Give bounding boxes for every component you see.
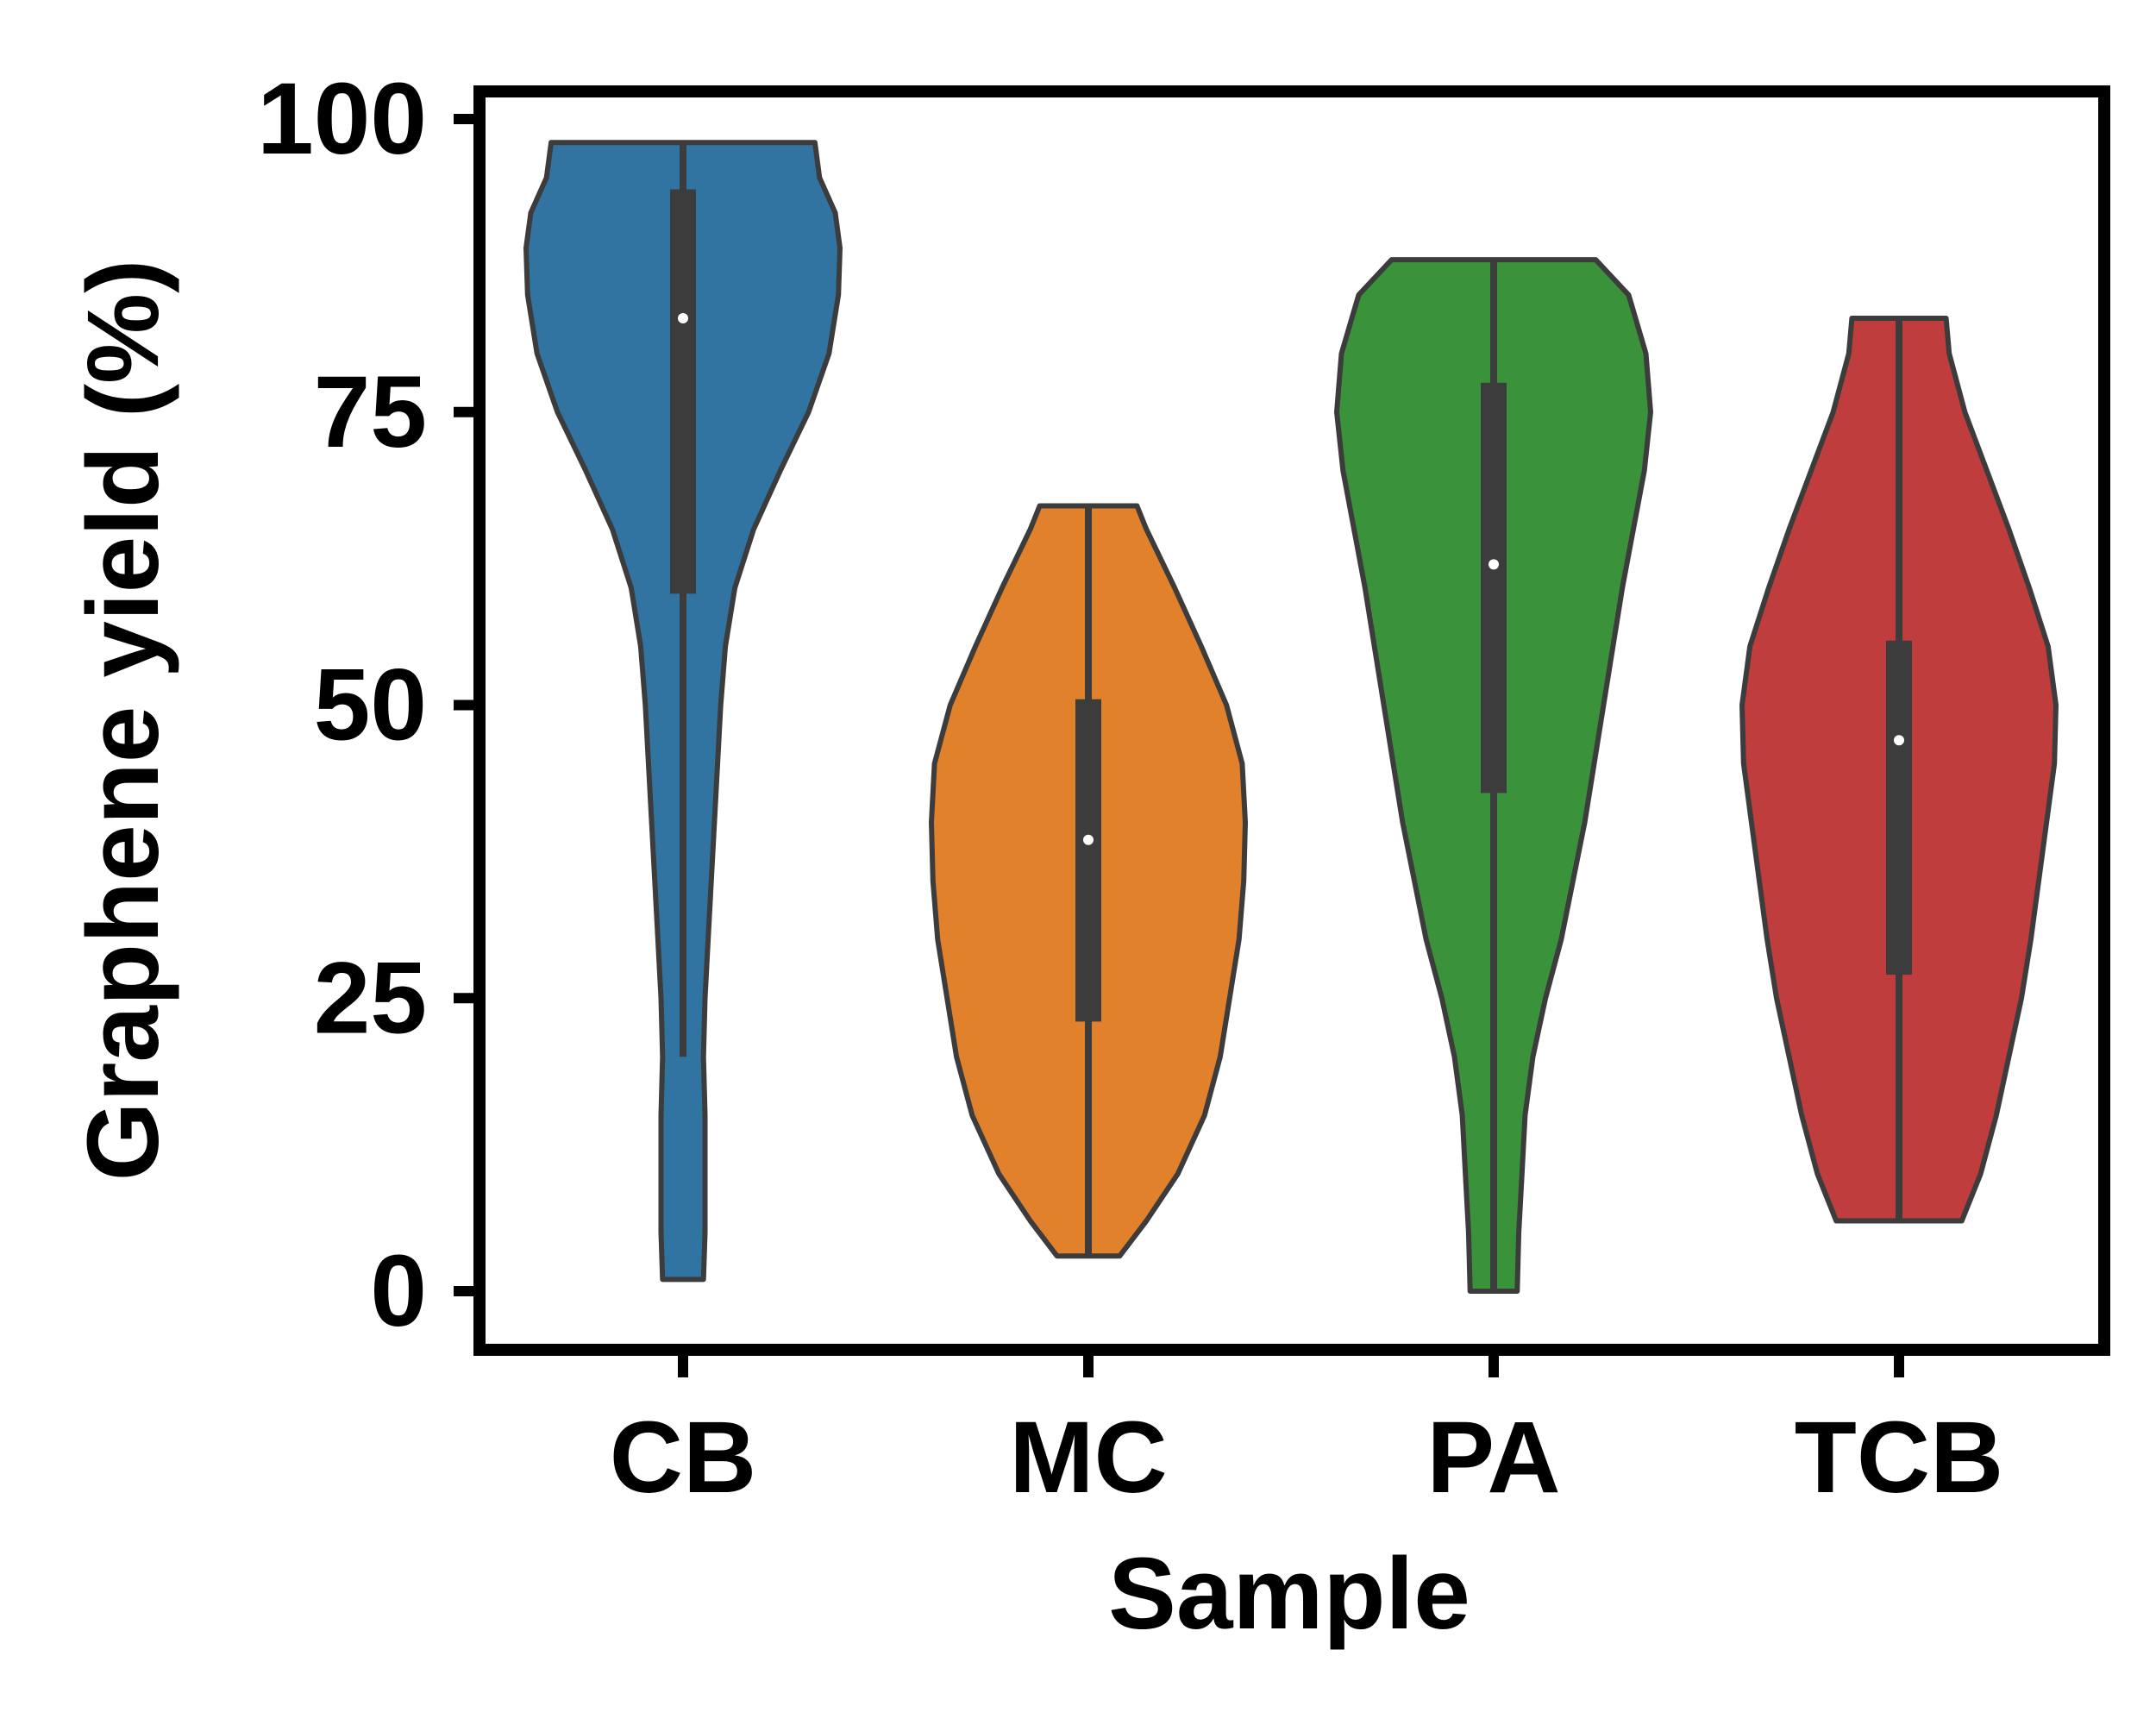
x-tick-label: CB <box>610 1401 756 1515</box>
median-point-tcb <box>1894 735 1904 746</box>
violins-layer <box>523 140 2059 1294</box>
x-axis: CB MC PA TCB <box>610 1350 2003 1515</box>
x-tick-label: PA <box>1426 1401 1560 1515</box>
median-point-pa <box>1489 559 1499 570</box>
plot-frame <box>473 85 2110 1356</box>
iqr-box-tcb <box>1886 640 1912 975</box>
y-tick-label: 0 <box>370 1234 427 1348</box>
y-axis-title: Graphene yield (%) <box>66 260 180 1182</box>
x-axis-title: Sample <box>1108 1537 1470 1651</box>
y-tick-label: 25 <box>314 941 427 1055</box>
y-tick-label: 50 <box>314 649 427 762</box>
y-tick-label: 100 <box>257 62 427 176</box>
x-tick-label: MC <box>1009 1401 1168 1515</box>
x-tick-label: TCB <box>1795 1401 2004 1515</box>
iqr-box-mc <box>1075 699 1101 1022</box>
median-point-mc <box>1083 834 1094 845</box>
iqr-box-pa <box>1481 382 1507 794</box>
iqr-box-cb <box>670 189 696 594</box>
median-point-cb <box>678 313 688 324</box>
y-tick-label: 75 <box>314 355 427 469</box>
y-axis: 0 25 50 75 100 <box>257 62 479 1348</box>
